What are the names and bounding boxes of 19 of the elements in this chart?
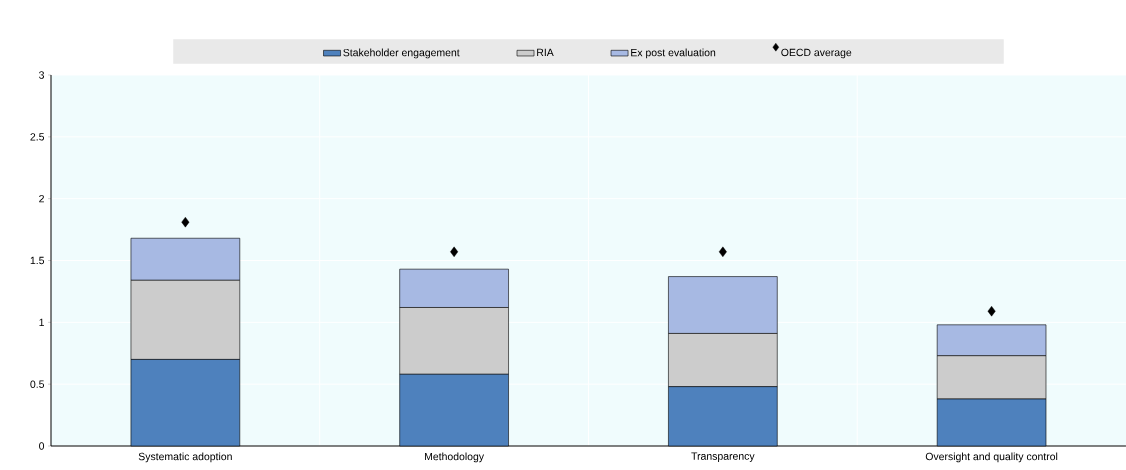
point [181, 216, 190, 228]
legend-label: Ex post evaluation [631, 48, 716, 59]
legend-label: Stakeholder engagement [343, 48, 460, 59]
point [450, 246, 459, 258]
legend-label: RIA [537, 48, 554, 56]
x-tick-label: Systematic adoption [138, 452, 232, 463]
point [718, 246, 727, 258]
y-tick-label: 1 [39, 318, 44, 326]
point [987, 306, 996, 317]
x-tick-label: Transparency [691, 452, 755, 462]
y-tick-label: 3 [39, 71, 45, 79]
y-tick-label: 1.5 [30, 256, 45, 265]
x-tick-label: Oversight and quality control [925, 452, 1058, 463]
x-tick-label: Methodology [425, 452, 485, 463]
y-tick-label: 2 [39, 195, 44, 203]
legend-label: OECD average [781, 48, 852, 59]
y-tick-label: 0.5 [30, 380, 45, 388]
y-tick-label: 2.5 [30, 133, 45, 141]
y-tick-label: 0 [39, 442, 45, 450]
